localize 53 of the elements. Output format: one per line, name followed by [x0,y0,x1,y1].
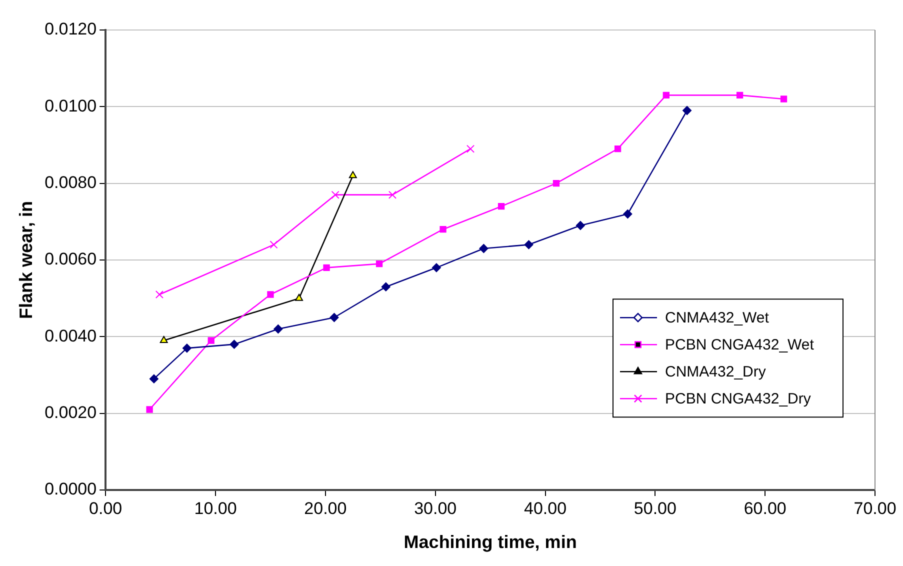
point [182,344,192,353]
point [274,324,283,334]
x-tick-label: 20.00 [304,498,347,518]
point [388,190,397,199]
y-tick-label: 0.0040 [44,326,97,346]
x-tick-label: 50.00 [634,498,676,518]
x-axis-title: Machining time, min [404,532,577,552]
y-tick-label: 0.0100 [44,96,97,116]
point [432,263,441,272]
x-tick-label: 70.00 [854,498,896,518]
point [330,313,339,322]
y-tick-label: 0.0020 [44,403,97,422]
point [524,240,534,250]
point [662,92,670,98]
point [146,406,153,413]
x-tick-label: 30.00 [414,498,457,518]
point [466,144,475,153]
point [576,221,585,230]
point [552,180,560,187]
legend-label: CNMA432_Dry [665,364,766,381]
point [682,106,692,115]
point [208,337,214,344]
point [498,203,505,210]
y-tick-label: 0.0120 [44,20,97,39]
point [780,96,788,102]
point [149,374,158,384]
y-axis-title: Flank wear, in [16,200,36,320]
point [323,264,330,271]
legend-label: CNMA432_Wet [665,310,770,327]
x-tick-label: 10.00 [194,498,237,518]
point [295,294,304,301]
point [440,226,446,233]
point [381,282,390,292]
legend-label: PCBN CNGA432_Dry [665,390,812,408]
y-tick-label: 0.0000 [44,480,97,499]
point [331,190,340,199]
x-tick-label: 60.00 [744,498,786,518]
legend-label: PCBN CNGA432_Wet [665,336,815,354]
point [376,260,383,268]
x-tick-label: 0.00 [89,498,122,518]
point [479,244,488,253]
point [160,336,168,343]
point [623,210,632,218]
y-tick-label: 0.0060 [44,250,97,269]
point [614,146,622,152]
point [270,240,278,249]
point [155,290,164,299]
point [230,340,239,349]
point [348,171,357,178]
y-tick-label: 0.0080 [44,173,97,192]
point [267,291,274,298]
point [736,92,744,98]
x-tick-label: 40.00 [524,498,567,518]
